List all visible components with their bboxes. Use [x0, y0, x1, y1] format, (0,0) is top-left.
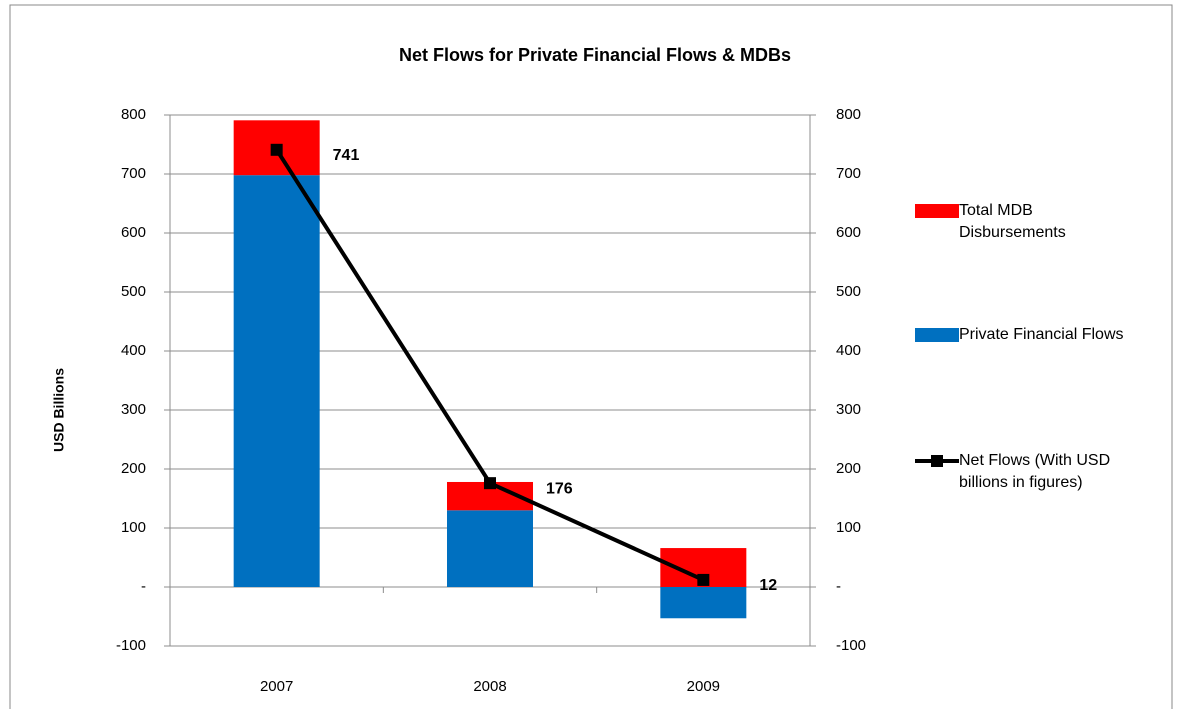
- line-marker: [697, 573, 710, 586]
- x-tick-label: 2009: [687, 678, 720, 695]
- y-tick-label: 100: [121, 519, 146, 536]
- line-marker: [270, 143, 283, 156]
- y2-tick-label: -: [836, 578, 841, 595]
- y-tick-label: 500: [121, 283, 146, 300]
- y-tick-label: 700: [121, 165, 146, 182]
- bar: [233, 175, 320, 587]
- data-label: 741: [333, 147, 360, 164]
- legend-item: Net Flows (With USD billions in figures): [915, 450, 1145, 494]
- line-marker: [484, 477, 496, 490]
- y-tick-label: 400: [121, 342, 146, 359]
- legend-label: Net Flows (With USD billions in figures): [959, 452, 1111, 491]
- legend-item: Private Financial Flows: [915, 324, 1145, 346]
- bar: [660, 587, 747, 619]
- y-tick-label: 200: [121, 460, 146, 477]
- y-tick-label: 800: [121, 106, 146, 123]
- chart-border: [9, 4, 1173, 709]
- y2-tick-label: 100: [836, 519, 861, 536]
- data-label: 12: [759, 577, 777, 594]
- legend-swatch: [915, 204, 959, 218]
- y2-tick-label: 400: [836, 342, 861, 359]
- y2-tick-label: -100: [836, 637, 866, 654]
- y2-tick-label: 600: [836, 224, 861, 241]
- x-tick-label: 2008: [473, 678, 506, 695]
- y-axis-label: USD Billions: [51, 368, 67, 452]
- y2-tick-label: 800: [836, 106, 861, 123]
- y2-tick-label: 700: [836, 165, 861, 182]
- y-tick-label: 600: [121, 224, 146, 241]
- x-tick-label: 2007: [260, 678, 293, 695]
- legend-label: Private Financial Flows: [959, 326, 1124, 343]
- y-tick-label: 300: [121, 401, 146, 418]
- y-tick-label: -100: [116, 637, 146, 654]
- legend-label: Total MDB Disbursements: [959, 202, 1066, 241]
- legend-swatch: [915, 455, 959, 467]
- y2-tick-label: 300: [836, 401, 861, 418]
- y2-tick-label: 200: [836, 460, 861, 477]
- chart-title: Net Flows for Private Financial Flows & …: [399, 45, 791, 65]
- legend-marker: [931, 455, 943, 467]
- bar: [447, 510, 533, 587]
- y2-tick-label: 500: [836, 283, 861, 300]
- y-tick-label: -: [141, 578, 146, 595]
- data-label: 176: [546, 480, 573, 497]
- legend-item: Total MDB Disbursements: [915, 200, 1145, 244]
- legend-swatch: [915, 328, 959, 342]
